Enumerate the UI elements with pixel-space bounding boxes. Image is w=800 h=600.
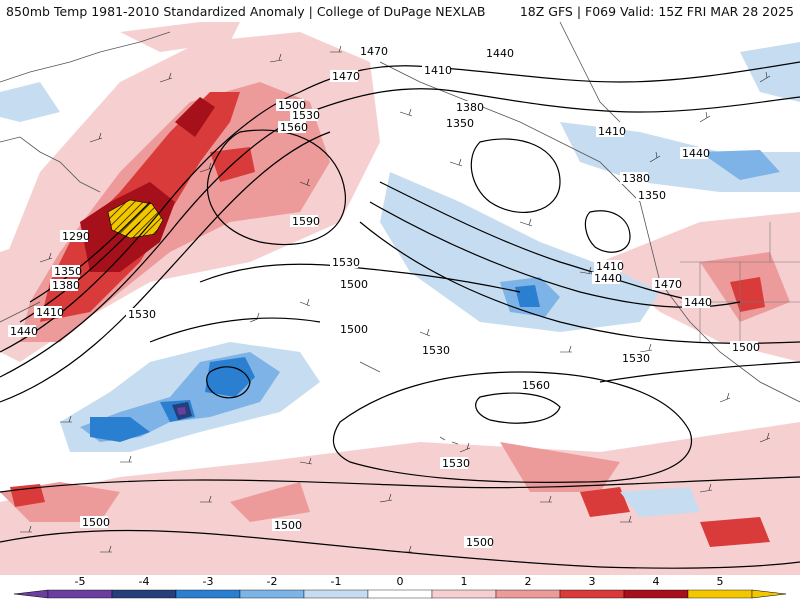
height-contours: [0, 61, 800, 569]
colorbar-segment: [47, 589, 113, 599]
contour-label: 1440: [594, 272, 622, 285]
contour-label: 1500: [274, 519, 302, 532]
colorbar-segment: [111, 589, 177, 599]
contour-label: 1530: [128, 308, 156, 321]
colorbar-segment: [367, 589, 433, 599]
colorbar-segment: [175, 589, 241, 599]
contour-label: 1440: [684, 296, 712, 309]
colorbar-tick-label: 0: [397, 575, 404, 588]
contour-label: 1470: [332, 70, 360, 83]
contour-labels: 1470 1440 1410 1380 1350 1470 1500 1530 …: [8, 45, 760, 549]
colorbar-tick-label: -5: [75, 575, 86, 588]
contour-label: 1410: [598, 125, 626, 138]
cold-anomaly-extreme: [177, 407, 186, 415]
warm-anomaly-extreme-core: [107, 199, 164, 239]
colorbar-tick-label: -3: [203, 575, 214, 588]
anomaly-map: 1470 1440 1410 1380 1350 1470 1500 1530 …: [0, 22, 800, 575]
map-title: 850mb Temp 1981-2010 Standardized Anomal…: [6, 4, 486, 19]
map-header: 850mb Temp 1981-2010 Standardized Anomal…: [0, 0, 800, 22]
colorbar-max-arrow: [751, 589, 787, 599]
contour-label: 1350: [446, 117, 474, 130]
contour-label: 1560: [280, 121, 308, 134]
contour-label: 1380: [622, 172, 650, 185]
colorbar-tick-label: 4: [653, 575, 660, 588]
contour-label: 1410: [596, 260, 624, 273]
contour-label: 1350: [54, 265, 82, 278]
colorbar-segment: [559, 589, 625, 599]
contour-label: 1530: [292, 109, 320, 122]
colorbar-tick-label: -1: [331, 575, 342, 588]
contour-label: 1290: [62, 230, 90, 243]
colorbar-segment: [623, 589, 689, 599]
contour-label: 1500: [278, 99, 306, 112]
contour-label: 1440: [682, 147, 710, 160]
contour-label: 1530: [422, 344, 450, 357]
colorbar-tick-label: 5: [717, 575, 724, 588]
wind-barbs: [20, 45, 771, 553]
colorbar-tick-label: 1: [461, 575, 468, 588]
contour-label: 1500: [82, 516, 110, 529]
contour-label: 1470: [360, 45, 388, 58]
colorbar-segment: [431, 589, 497, 599]
model-run-info: 18Z GFS | F069 Valid: 15Z FRI MAR 28 202…: [519, 4, 794, 19]
contour-label: 1500: [466, 536, 494, 549]
colorbar: -5 -4 -3 -2 -1 0 1 2 3 4 5: [0, 575, 800, 600]
contour-label: 1500: [340, 323, 368, 336]
colorbar-segment: [495, 589, 561, 599]
colorbar-bar: [13, 589, 787, 599]
colorbar-segment: [239, 589, 305, 599]
colorbar-segment: [687, 589, 753, 599]
contour-label: 1440: [10, 325, 38, 338]
colorbar-segment: [303, 589, 369, 599]
colorbar-ticks: -5 -4 -3 -2 -1 0 1 2 3 4 5: [75, 575, 724, 588]
colorbar-tick-label: 3: [589, 575, 596, 588]
contour-label: 1440: [486, 47, 514, 60]
contour-label: 1560: [522, 379, 550, 392]
contour-label: 1380: [456, 101, 484, 114]
contour-label: 1350: [638, 189, 666, 202]
contour-label: 1530: [622, 352, 650, 365]
contour-label-bg: [440, 457, 468, 469]
colorbar-min-arrow: [13, 589, 49, 599]
colorbar-tick-label: 2: [525, 575, 532, 588]
contour-label: 1410: [36, 306, 64, 319]
contour-label: 1500: [340, 278, 368, 291]
contour-label: 1380: [52, 279, 80, 292]
contour-label: 1590: [292, 215, 320, 228]
contour-label: 1470: [654, 278, 682, 291]
colorbar-tick-label: -2: [267, 575, 278, 588]
contour-label: 1410: [424, 64, 452, 77]
contour-label: 1530: [332, 256, 360, 269]
contour-label: 1530: [442, 457, 470, 470]
colorbar-tick-label: -4: [139, 575, 150, 588]
contour-label: 1500: [732, 341, 760, 354]
